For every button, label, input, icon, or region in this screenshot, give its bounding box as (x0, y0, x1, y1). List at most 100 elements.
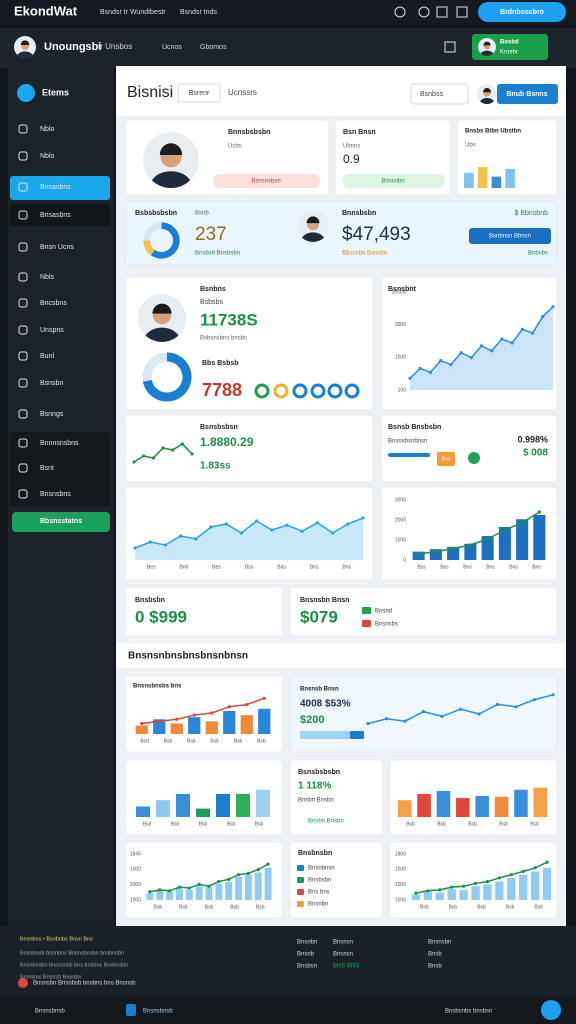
x-axis-label: Bsb (256, 904, 265, 910)
point (197, 882, 201, 886)
footer-link[interactable]: Bnsnsbnsb (143, 1009, 173, 1015)
bar (417, 793, 431, 817)
footer-link[interactable]: Bnsbsnbs bnsbsn (445, 1009, 492, 1015)
card (124, 486, 374, 581)
avatar-hair (152, 303, 172, 314)
icon[interactable] (456, 6, 468, 18)
icon[interactable] (436, 6, 448, 18)
nav-item[interactable]: Bnsasbns (40, 184, 71, 191)
pill-label[interactable]: Bsnsnsbsn (251, 179, 280, 185)
button[interactable] (469, 228, 551, 244)
footer-link[interactable]: Bnsnsbnsb (35, 1009, 65, 1015)
card-title: Bsnsbnt (388, 286, 417, 293)
icon[interactable] (444, 41, 456, 53)
pill-label[interactable]: Bsnsnbn (381, 179, 404, 185)
progress-bar (350, 731, 364, 739)
x-axis-label: Bsb (506, 904, 515, 910)
nav-item[interactable]: Bnsn Ucns (40, 244, 74, 251)
tab[interactable] (228, 84, 278, 102)
cta-label[interactable]: Bbsnsstatns (40, 518, 82, 525)
footer-link[interactable]: Bnsnbn (297, 940, 317, 946)
point (514, 705, 518, 709)
nav-item[interactable]: Nblo (40, 153, 55, 160)
footer-link[interactable]: Bnsnsbn (428, 940, 451, 946)
nav-item[interactable]: Bnsnsbns (40, 491, 71, 498)
menu-item[interactable]: Gbomos (200, 44, 227, 51)
button-label[interactable]: Brdnboscbro (500, 9, 544, 16)
section-band (116, 643, 566, 668)
footer-link[interactable]: BNS BNS (333, 964, 359, 970)
point (520, 327, 524, 331)
button-label[interactable]: Bnub Bsnns (506, 91, 547, 98)
footer-link[interactable]: Bnsbsn (297, 964, 317, 970)
tab-label[interactable]: Bsrenr (189, 90, 210, 97)
tab-label[interactable]: Ucnssrs (228, 88, 257, 97)
y-axis-label: 100 (398, 387, 407, 393)
nav-item[interactable]: Bsnsbn (40, 380, 63, 387)
x-axis-label: Bsb (171, 821, 180, 827)
card-title: Bnnsbsbn (342, 210, 376, 217)
nav-item[interactable]: Bunl (40, 353, 54, 360)
help-button[interactable] (541, 1000, 561, 1020)
nav-item[interactable]: Bncsbns (40, 300, 67, 307)
point (187, 886, 191, 890)
nav-item[interactable]: Unspns (40, 327, 64, 334)
nav-item[interactable]: Bnsasbns (40, 212, 71, 219)
tab[interactable] (177, 83, 221, 103)
icon[interactable] (418, 6, 430, 18)
status-dot (468, 452, 480, 464)
y-axis-label: 1000 (130, 897, 141, 903)
nav-link[interactable]: Bsndsr tnds (180, 9, 217, 16)
footer-link[interactable]: Bnsnsn (333, 952, 353, 958)
indicator (254, 383, 270, 399)
point (426, 889, 430, 893)
point (239, 531, 243, 535)
card-note: Bnbsbs (528, 251, 548, 257)
x-axis-label: Bsd (143, 821, 152, 827)
line (418, 511, 540, 555)
card (289, 841, 384, 919)
nav-link[interactable]: Bsndsr tr Wundtbestr (100, 9, 166, 16)
nav-item[interactable]: Nbls (40, 274, 55, 281)
nav-item[interactable]: Bnnnsnsbns (40, 440, 79, 447)
menu-item[interactable]: tr Unsbos (98, 42, 132, 51)
pill[interactable] (213, 174, 320, 188)
menu-item[interactable]: Ucnos (162, 44, 182, 51)
point (545, 860, 549, 864)
pie-segment (142, 352, 168, 382)
nav-icon (18, 409, 28, 419)
cta-button[interactable] (12, 512, 110, 532)
bar (436, 790, 451, 817)
footer-link[interactable]: Bnsb (428, 952, 442, 958)
icon[interactable] (394, 6, 406, 18)
search-text[interactable]: Bsnbss (420, 91, 443, 98)
bar (236, 793, 250, 817)
point (533, 866, 537, 870)
button-label[interactable]: Bsnbnsn Bbnsn (489, 234, 531, 240)
nav-icon (18, 210, 28, 220)
point (417, 552, 421, 556)
nav-item-box[interactable] (10, 204, 110, 226)
footer-link[interactable]: Bnsnb (297, 952, 315, 958)
nav-icon (18, 325, 28, 335)
header-button[interactable] (497, 84, 558, 104)
search-box[interactable] (410, 83, 469, 105)
nav-icon (18, 124, 28, 134)
bar (464, 172, 474, 188)
nav-item[interactable]: Bsnt (40, 465, 54, 472)
nav-active[interactable] (10, 176, 110, 200)
tag-label: Bns (442, 456, 451, 462)
bar (176, 888, 183, 900)
card-title: Bnsnsb Bnsn (300, 687, 339, 693)
pie-segment (143, 240, 155, 256)
pill[interactable] (342, 174, 445, 188)
x-axis-label: Bsb (210, 738, 219, 744)
primary-button[interactable] (478, 2, 566, 22)
footer-link[interactable]: Bnsnsn (333, 940, 353, 946)
footer-link[interactable]: Bnsb (428, 964, 442, 970)
bar (412, 551, 425, 560)
nav-item[interactable]: Bsnngs (40, 411, 64, 418)
area (135, 518, 363, 560)
x-axis-label: Bns (532, 564, 541, 570)
nav-item[interactable]: Nblo (40, 126, 55, 133)
